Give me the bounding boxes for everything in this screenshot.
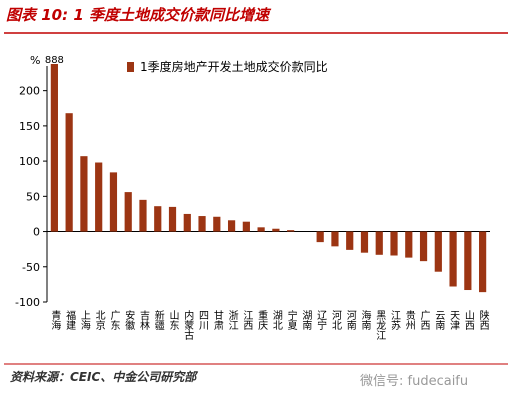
x-tick-label: 江西 — [241, 310, 253, 330]
x-tick-label: 黑龙江 — [374, 310, 386, 340]
bar — [198, 216, 206, 232]
bar — [139, 199, 147, 232]
source-note: 资料来源：CEIC、中金公司研究部 — [10, 370, 198, 384]
bar — [95, 162, 103, 232]
bar — [80, 156, 88, 232]
x-tick-label: 上海 — [78, 310, 90, 331]
bar — [109, 172, 118, 232]
bar — [375, 231, 383, 255]
y-tick-label: 50 — [26, 190, 40, 203]
x-tick-label: 北京 — [93, 310, 105, 331]
x-tick-label: 吉林 — [137, 310, 149, 331]
bar — [449, 231, 457, 287]
y-tick-label: 150 — [19, 120, 40, 133]
x-tick-label: 宁夏 — [285, 309, 297, 330]
bar — [360, 231, 369, 253]
x-tick-label: 福建 — [64, 309, 76, 330]
bar — [287, 230, 295, 232]
x-tick-label: 河北 — [329, 310, 341, 330]
chart-title: 图表 10: 1 季度土地成交价款同比增速 — [6, 6, 272, 24]
x-tick-label: 湖南 — [300, 310, 312, 330]
legend-label: 1季度房地产开发土地成交价款同比 — [140, 59, 328, 74]
x-tick-label: 重庆 — [256, 309, 268, 331]
bar — [390, 231, 398, 256]
x-tick-label: 海南 — [359, 309, 371, 330]
y-tick-label: 200 — [19, 85, 40, 98]
bar — [168, 206, 177, 232]
x-tick-label: 天津 — [448, 310, 460, 331]
bar — [183, 213, 191, 232]
bar — [316, 231, 324, 243]
bar — [434, 231, 442, 272]
x-tick-label: 广西 — [418, 310, 430, 330]
bar — [272, 228, 280, 232]
bar — [242, 221, 250, 232]
y-axis-label: % — [30, 54, 40, 67]
data-label: 888 — [45, 55, 64, 66]
x-tick-label: 浙江 — [226, 310, 238, 330]
bar — [227, 220, 236, 232]
x-tick-label: 甘肃 — [211, 309, 223, 331]
bar — [419, 231, 428, 262]
x-tick-label: 山东 — [167, 310, 179, 330]
x-tick-label: 内蒙古 — [182, 309, 194, 341]
bar — [65, 113, 73, 232]
bar — [405, 231, 413, 258]
bar — [50, 64, 58, 232]
bars — [50, 64, 487, 293]
x-tick-label: 陕西 — [477, 309, 489, 330]
x-tick-label: 云南 — [433, 310, 445, 330]
y-tick-label: 0 — [33, 226, 40, 239]
x-tick-label: 四川 — [197, 310, 209, 330]
bar — [346, 231, 354, 250]
watermark: 微信号: fudecaifu — [360, 374, 468, 389]
x-tick-label: 安徽 — [123, 309, 135, 331]
x-tick-label: 湖北 — [270, 310, 282, 330]
x-tick-label: 河南 — [344, 310, 356, 330]
bar — [331, 231, 339, 247]
x-tick-label: 山西 — [462, 310, 474, 330]
bar — [479, 231, 487, 293]
y-tick-label: 100 — [19, 155, 40, 168]
bar — [124, 192, 132, 232]
x-tick-label: 青海 — [49, 309, 61, 331]
x-tick-label: 广东 — [108, 310, 120, 330]
bar — [154, 206, 162, 232]
bar — [257, 227, 265, 232]
legend-swatch — [127, 62, 134, 72]
y-tick-label: -50 — [22, 261, 40, 274]
bar — [213, 216, 221, 232]
x-tick-label: 辽宁 — [315, 310, 327, 330]
x-tick-label: 新疆 — [152, 309, 164, 331]
x-tick-label: 贵州 — [403, 309, 415, 330]
bar — [464, 231, 472, 291]
y-tick-label: -100 — [15, 296, 40, 309]
x-tick-label: 江苏 — [389, 310, 401, 331]
